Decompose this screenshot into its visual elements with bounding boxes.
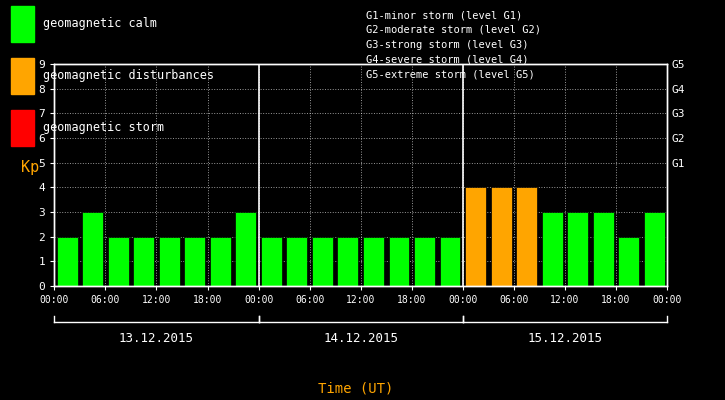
Bar xyxy=(567,212,588,286)
Text: G2-moderate storm (level G2): G2-moderate storm (level G2) xyxy=(366,25,541,35)
Text: G5-extreme storm (level G5): G5-extreme storm (level G5) xyxy=(366,69,535,79)
Bar xyxy=(133,237,154,286)
Text: 13.12.2015: 13.12.2015 xyxy=(119,332,194,344)
Bar xyxy=(414,237,435,286)
Bar xyxy=(618,237,639,286)
Bar xyxy=(516,187,537,286)
Bar xyxy=(108,237,128,286)
Bar xyxy=(439,237,460,286)
Bar xyxy=(159,237,180,286)
Text: 14.12.2015: 14.12.2015 xyxy=(323,332,398,344)
Text: G3-strong storm (level G3): G3-strong storm (level G3) xyxy=(366,40,529,50)
Bar xyxy=(184,237,205,286)
Bar xyxy=(542,212,563,286)
Bar xyxy=(57,237,78,286)
Bar xyxy=(337,237,358,286)
Bar xyxy=(644,212,665,286)
Bar xyxy=(82,212,103,286)
Bar xyxy=(210,237,231,286)
Bar xyxy=(261,237,282,286)
Text: geomagnetic calm: geomagnetic calm xyxy=(43,18,157,30)
Bar xyxy=(389,237,410,286)
Text: G1-minor storm (level G1): G1-minor storm (level G1) xyxy=(366,10,523,20)
Text: geomagnetic disturbances: geomagnetic disturbances xyxy=(43,70,214,82)
Bar xyxy=(236,212,256,286)
Text: Time (UT): Time (UT) xyxy=(318,382,393,396)
Y-axis label: Kp: Kp xyxy=(21,160,39,175)
Bar xyxy=(593,212,613,286)
Bar xyxy=(465,187,486,286)
Text: G4-severe storm (level G4): G4-severe storm (level G4) xyxy=(366,54,529,64)
Bar xyxy=(286,237,307,286)
Bar xyxy=(363,237,384,286)
Text: geomagnetic storm: geomagnetic storm xyxy=(43,122,164,134)
Bar xyxy=(491,187,512,286)
Bar xyxy=(312,237,333,286)
Text: 15.12.2015: 15.12.2015 xyxy=(527,332,602,344)
